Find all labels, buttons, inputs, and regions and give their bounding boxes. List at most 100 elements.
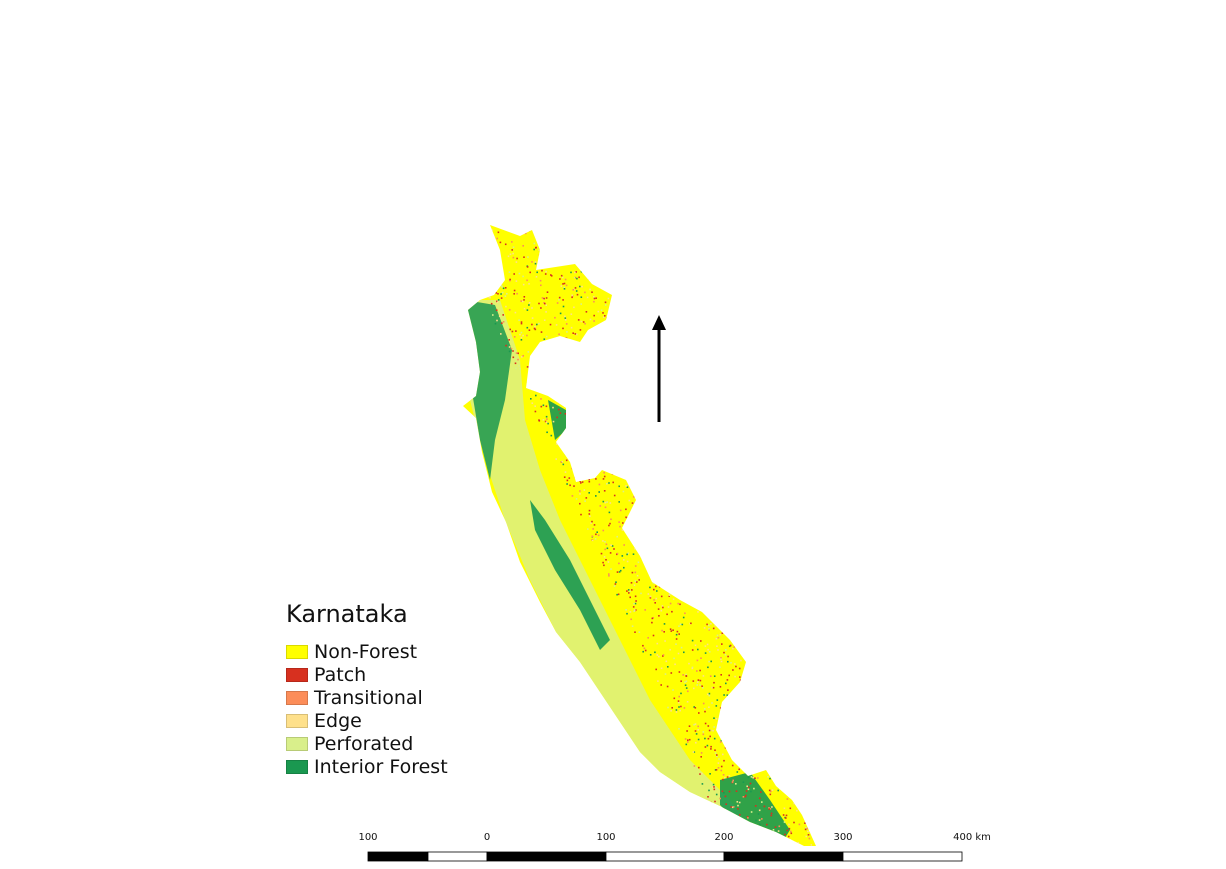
raster-pixel: [727, 689, 729, 691]
raster-pixel: [652, 502, 655, 504]
raster-pixel: [723, 759, 725, 762]
raster-pixel: [734, 818, 737, 820]
raster-pixel: [562, 236, 564, 238]
raster-pixel: [716, 645, 718, 647]
raster-pixel: [562, 249, 565, 251]
raster-pixel: [688, 597, 691, 599]
raster-pixel: [676, 340, 678, 342]
raster-pixel: [592, 462, 594, 464]
raster-pixel: [623, 346, 625, 349]
raster-pixel: [856, 770, 858, 772]
raster-pixel: [868, 845, 870, 847]
raster-pixel: [793, 620, 796, 623]
raster-pixel: [744, 756, 746, 759]
raster-pixel: [753, 503, 755, 505]
raster-pixel: [792, 721, 795, 724]
raster-pixel: [700, 385, 702, 388]
raster-pixel: [824, 744, 826, 746]
raster-pixel: [879, 841, 881, 843]
raster-pixel: [774, 585, 776, 587]
raster-pixel: [600, 309, 603, 312]
raster-pixel: [574, 440, 577, 442]
raster-pixel: [557, 368, 560, 370]
raster-pixel: [704, 737, 706, 740]
raster-pixel: [570, 258, 572, 260]
raster-pixel: [790, 723, 793, 725]
raster-pixel: [769, 602, 772, 604]
raster-pixel: [748, 666, 751, 668]
raster-pixel: [614, 299, 617, 301]
raster-pixel: [794, 594, 797, 597]
raster-pixel: [533, 242, 536, 245]
raster-pixel: [691, 667, 694, 670]
raster-pixel: [670, 630, 673, 632]
raster-pixel: [697, 488, 699, 491]
raster-pixel: [864, 762, 866, 764]
raster-pixel: [626, 517, 629, 519]
raster-pixel: [836, 777, 838, 779]
raster-pixel: [859, 764, 861, 766]
raster-pixel: [556, 237, 558, 239]
raster-pixel: [500, 284, 503, 287]
raster-pixel: [754, 627, 756, 629]
raster-pixel: [588, 492, 590, 494]
raster-pixel: [672, 367, 675, 370]
raster-pixel: [604, 369, 606, 371]
raster-pixel: [576, 277, 578, 280]
raster-pixel: [594, 400, 597, 403]
raster-pixel: [475, 229, 477, 232]
raster-pixel: [684, 361, 687, 363]
raster-pixel: [592, 334, 594, 337]
raster-pixel: [678, 521, 681, 524]
raster-pixel: [706, 643, 709, 646]
raster-pixel: [689, 596, 691, 599]
raster-pixel: [667, 706, 669, 709]
raster-pixel: [862, 758, 864, 760]
raster-pixel: [561, 276, 564, 279]
raster-pixel: [695, 393, 698, 395]
raster-pixel: [616, 593, 618, 596]
raster-pixel: [804, 635, 806, 638]
raster-pixel: [536, 232, 539, 234]
raster-pixel: [623, 238, 625, 241]
raster-pixel: [759, 528, 762, 530]
raster-pixel: [623, 226, 626, 229]
raster-pixel: [756, 574, 759, 576]
raster-pixel: [775, 642, 777, 645]
raster-pixel: [561, 359, 563, 362]
raster-pixel: [783, 641, 785, 643]
raster-pixel: [482, 277, 484, 280]
raster-pixel: [515, 367, 517, 370]
raster-pixel: [640, 409, 643, 411]
raster-pixel: [664, 412, 667, 415]
raster-pixel: [779, 660, 781, 662]
raster-pixel: [733, 612, 736, 615]
raster-pixel: [569, 245, 571, 248]
raster-pixel: [866, 805, 868, 807]
raster-pixel: [716, 755, 718, 757]
raster-pixel: [723, 492, 725, 495]
raster-pixel: [855, 759, 857, 761]
raster-pixel: [634, 332, 636, 334]
raster-pixel: [733, 620, 735, 622]
raster-pixel: [681, 361, 683, 363]
raster-pixel: [875, 832, 877, 834]
raster-pixel: [686, 491, 688, 494]
raster-pixel: [655, 668, 657, 671]
raster-pixel: [651, 617, 654, 620]
raster-pixel: [842, 758, 844, 760]
raster-pixel: [720, 716, 722, 718]
raster-pixel: [519, 368, 521, 370]
raster-pixel: [794, 660, 797, 662]
raster-pixel: [588, 278, 590, 280]
raster-pixel: [555, 324, 558, 326]
raster-pixel: [584, 406, 586, 408]
raster-pixel: [772, 829, 775, 831]
raster-pixel: [558, 333, 560, 336]
legend-label: Interior Forest: [314, 755, 448, 778]
legend-swatch: [286, 713, 308, 728]
raster-pixel: [693, 456, 696, 458]
raster-pixel: [878, 779, 880, 781]
raster-pixel: [645, 474, 648, 476]
raster-pixel: [768, 661, 770, 663]
